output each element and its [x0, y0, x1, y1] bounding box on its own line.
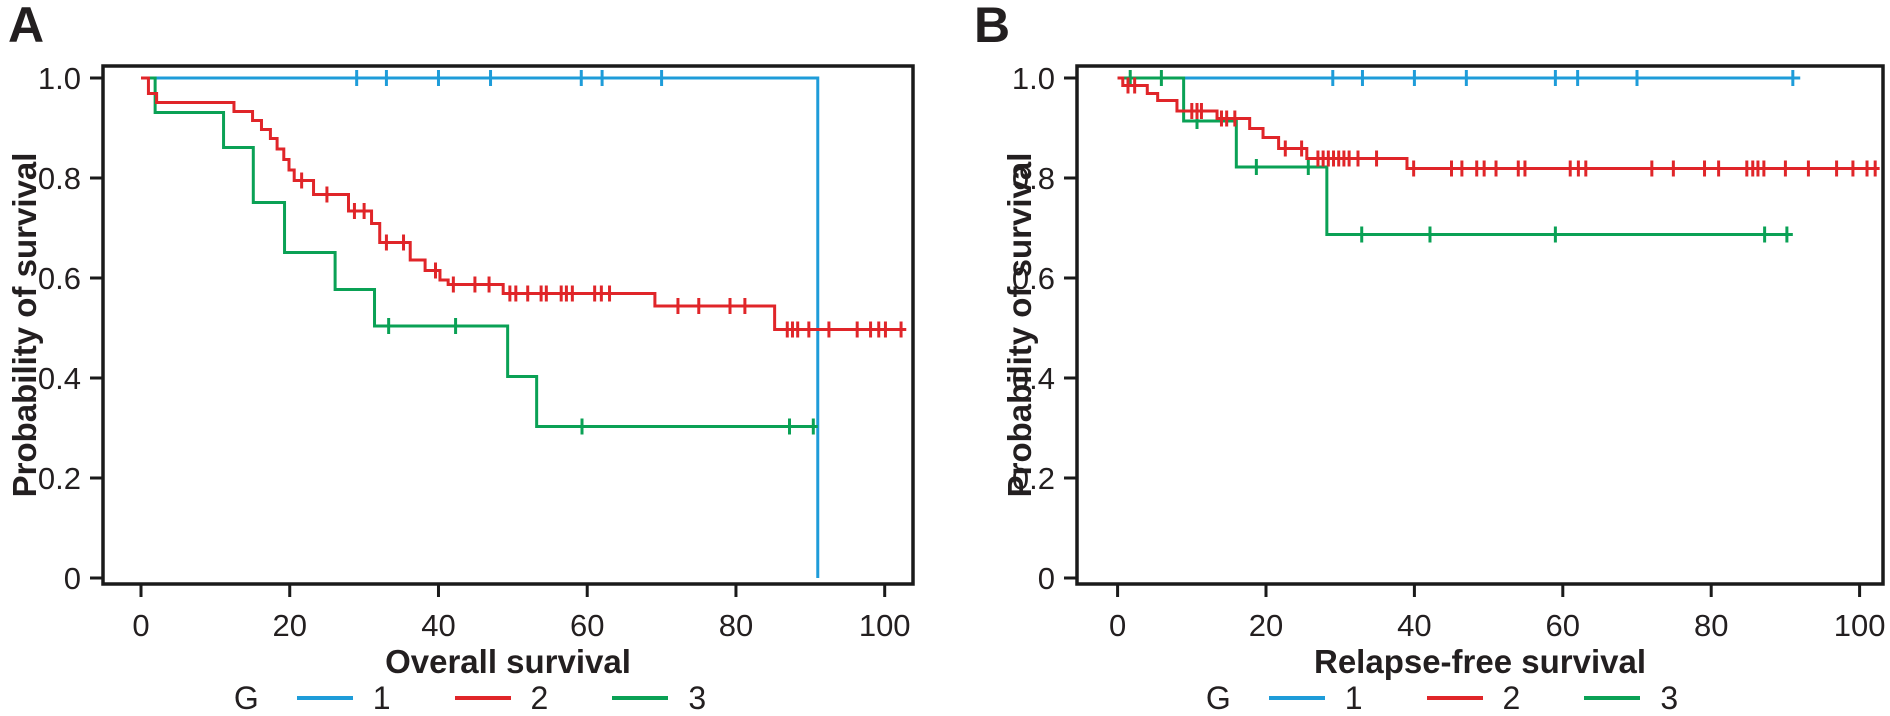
km-curve-group2 — [1117, 76, 1880, 170]
y-tick-label: 0 — [1038, 561, 1055, 596]
km-curve-group3 — [1117, 76, 1793, 236]
y-tick-label: 0.4 — [1012, 361, 1055, 396]
y-tick-label: 0.2 — [38, 461, 81, 496]
y-tick-label: 0.2 — [1012, 461, 1055, 496]
legend-label-group2: 2 — [1502, 680, 1521, 716]
x-tick-label: 100 — [859, 608, 911, 643]
panel-a-legend: G 1 2 3 — [65, 682, 875, 714]
y-tick-label: 1.0 — [1012, 61, 1055, 96]
legend-line-group2-icon — [454, 696, 511, 700]
legend-line-group1-icon — [1268, 696, 1325, 700]
plot-box — [1075, 64, 1885, 586]
x-tick-label: 40 — [1397, 608, 1431, 643]
x-tick-label: 60 — [1546, 608, 1580, 643]
legend-label-group1: 1 — [372, 680, 391, 716]
legend-label-group3: 3 — [688, 680, 707, 716]
km-curve-group1 — [141, 76, 820, 578]
y-tick-label: 0 — [64, 561, 81, 596]
x-tick-label: 0 — [1109, 608, 1126, 643]
panel-b-legend: G 1 2 3 — [1039, 682, 1845, 714]
panel-b-x-axis-title: Relapse-free survival — [1313, 643, 1646, 680]
legend-label-group3: 3 — [1660, 680, 1679, 716]
panel-a-letter: A — [8, 0, 45, 53]
x-tick-label: 60 — [570, 608, 604, 643]
panel-a-x-axis-title: Overall survival — [385, 643, 631, 680]
y-tick-label: 1.0 — [38, 61, 81, 96]
y-tick-label: 0.6 — [38, 261, 81, 296]
x-tick-label: 20 — [272, 608, 306, 643]
legend-label-group1: 1 — [1344, 680, 1363, 716]
legend-line-group1-icon — [296, 696, 353, 700]
x-tick-label: 100 — [1834, 608, 1886, 643]
y-tick-label: 0.8 — [38, 161, 81, 196]
legend-group-label: G — [1205, 680, 1231, 716]
panel-b-letter: B — [974, 0, 1011, 53]
x-tick-label: 80 — [1694, 608, 1728, 643]
panel-a-plot: 0 20 40 60 80 100 1.0 0.8 0.6 0.4 0.2 0 — [38, 61, 915, 643]
x-tick-label: 0 — [132, 608, 149, 643]
km-curve-group2 — [141, 76, 907, 331]
x-tick-label: 80 — [719, 608, 753, 643]
km-curve-group3 — [141, 76, 818, 428]
legend-group-label: G — [233, 680, 259, 716]
legend-label-group2: 2 — [530, 680, 549, 716]
y-tick-label: 0.4 — [38, 361, 81, 396]
x-tick-label: 40 — [421, 608, 455, 643]
legend-line-group3-icon — [612, 696, 669, 700]
y-tick-label: 0.6 — [1012, 261, 1055, 296]
legend-line-group3-icon — [1584, 696, 1641, 700]
panel-b-plot: 0 20 40 60 80 100 1.0 0.8 0.6 0.4 0.2 0 — [1012, 61, 1886, 643]
legend-line-group2-icon — [1426, 696, 1483, 700]
x-tick-label: 20 — [1249, 608, 1283, 643]
plot-box — [101, 64, 915, 586]
y-tick-label: 0.8 — [1012, 161, 1055, 196]
